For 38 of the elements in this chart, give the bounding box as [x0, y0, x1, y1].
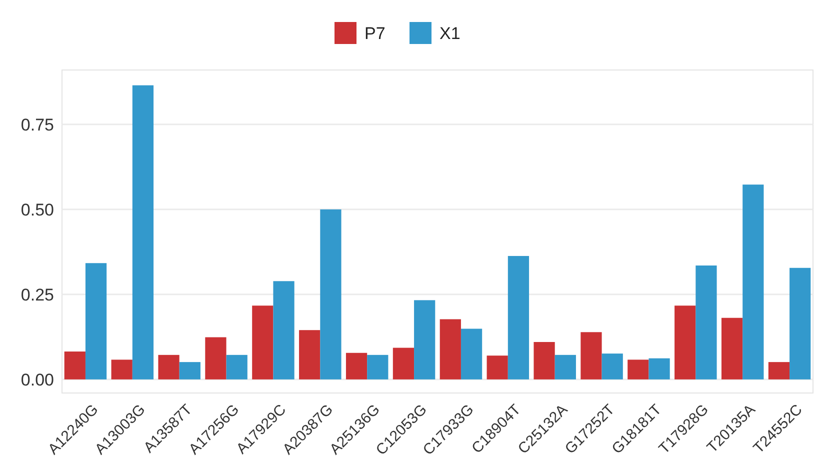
- bar: [554, 354, 576, 380]
- bar: [696, 266, 717, 380]
- bar: [226, 354, 248, 380]
- bar: [628, 360, 649, 380]
- bar: [790, 268, 811, 380]
- bar: [508, 256, 530, 380]
- bar: [273, 281, 294, 380]
- bar: [648, 358, 670, 380]
- bar: [111, 360, 132, 380]
- bar: [205, 337, 226, 380]
- bar: [320, 209, 342, 380]
- bar: [158, 354, 180, 380]
- bar: [346, 352, 368, 380]
- bar: [132, 85, 154, 380]
- bar: [299, 330, 320, 380]
- bar: [768, 362, 790, 380]
- bar: [486, 356, 508, 380]
- y-tick-label: 0.50: [20, 200, 54, 220]
- bar: [742, 184, 764, 380]
- bar: [580, 332, 602, 380]
- bar: [440, 319, 461, 380]
- bar: [414, 300, 436, 380]
- bar: [252, 306, 274, 380]
- bar: [602, 354, 623, 380]
- bar: [64, 352, 86, 380]
- bar: [392, 348, 414, 380]
- bar: [534, 342, 555, 380]
- bar: [721, 318, 743, 380]
- legend-label: P7: [364, 24, 386, 43]
- y-tick-label: 0.75: [20, 115, 54, 134]
- bar: [179, 362, 200, 380]
- bar: [460, 328, 482, 380]
- legend-label: X1: [440, 24, 460, 43]
- bar: [674, 306, 696, 380]
- bar: [367, 354, 388, 380]
- bar: [85, 263, 107, 380]
- y-tick-label: 0.00: [20, 370, 54, 390]
- y-tick-label: 0.25: [20, 285, 54, 304]
